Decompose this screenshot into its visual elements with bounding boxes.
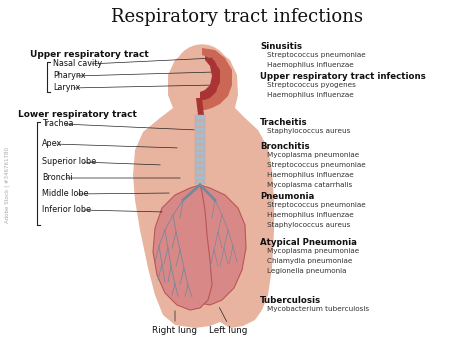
Text: Middle lobe: Middle lobe (42, 190, 89, 198)
Polygon shape (196, 98, 204, 115)
Text: Streptococcus pneumoniae: Streptococcus pneumoniae (267, 202, 366, 208)
Text: Streptococcus pneumoniae: Streptococcus pneumoniae (267, 162, 366, 168)
Text: Legionella pneumonia: Legionella pneumonia (267, 268, 346, 274)
Polygon shape (195, 181, 205, 184)
Text: Sinusitis: Sinusitis (260, 42, 302, 51)
Text: Mycobacterium tuberculosis: Mycobacterium tuberculosis (267, 306, 369, 312)
Polygon shape (195, 139, 205, 144)
Text: Staphylococcus aureus: Staphylococcus aureus (267, 222, 350, 228)
Polygon shape (200, 56, 220, 100)
Text: Mycoplasma pneumoniae: Mycoplasma pneumoniae (267, 248, 359, 254)
Polygon shape (195, 175, 205, 180)
Text: Apex: Apex (42, 140, 62, 148)
Text: Bronchitis: Bronchitis (260, 142, 310, 151)
Text: Streptococcus pneumoniae: Streptococcus pneumoniae (267, 52, 366, 58)
Text: Lower respiratory tract: Lower respiratory tract (18, 110, 137, 119)
Text: Respiratory tract infections: Respiratory tract infections (111, 8, 363, 26)
Polygon shape (195, 121, 205, 126)
Text: Upper respiratory tract infections: Upper respiratory tract infections (260, 72, 426, 81)
Text: Adobe Stock | #346761780: Adobe Stock | #346761780 (4, 147, 10, 223)
Text: Pharynx: Pharynx (53, 71, 86, 81)
Text: Haemophilus influenzae: Haemophilus influenzae (267, 212, 354, 218)
Polygon shape (195, 127, 205, 132)
Text: Right lung: Right lung (153, 326, 198, 335)
Polygon shape (195, 133, 205, 138)
Polygon shape (195, 151, 205, 156)
Polygon shape (195, 163, 205, 168)
Text: Tuberculosis: Tuberculosis (260, 296, 321, 305)
Text: Staphylococcus aureus: Staphylococcus aureus (267, 128, 350, 134)
Polygon shape (195, 157, 205, 162)
Polygon shape (195, 115, 205, 120)
Text: Mycoplasma pneumoniae: Mycoplasma pneumoniae (267, 152, 359, 158)
Polygon shape (187, 185, 246, 305)
Polygon shape (195, 169, 205, 174)
Text: Haemophilus influenzae: Haemophilus influenzae (267, 172, 354, 178)
Text: Trachea: Trachea (42, 120, 73, 129)
Polygon shape (133, 47, 274, 328)
Text: Bronchi: Bronchi (42, 174, 73, 182)
Text: Left lung: Left lung (209, 326, 247, 335)
Text: Nasal cavity: Nasal cavity (53, 60, 102, 69)
Text: Superior lobe: Superior lobe (42, 158, 96, 166)
Text: Pneumonia: Pneumonia (260, 192, 314, 201)
Text: Streptococcus pyogenes: Streptococcus pyogenes (267, 82, 356, 88)
Text: Tracheitis: Tracheitis (260, 118, 308, 127)
Text: Atypical Pneumonia: Atypical Pneumonia (260, 238, 357, 247)
Text: Mycoplasma catarrhalis: Mycoplasma catarrhalis (267, 182, 352, 188)
Polygon shape (153, 185, 212, 310)
Text: Haemophilus influenzae: Haemophilus influenzae (267, 62, 354, 68)
Polygon shape (195, 145, 205, 150)
Polygon shape (200, 48, 232, 110)
Text: Upper respiratory tract: Upper respiratory tract (30, 50, 149, 59)
Text: Inferior lobe: Inferior lobe (42, 206, 91, 214)
Text: Haemophilus influenzae: Haemophilus influenzae (267, 92, 354, 98)
Circle shape (175, 45, 229, 99)
Text: Larynx: Larynx (53, 83, 80, 93)
Text: Chlamydia pneumoniae: Chlamydia pneumoniae (267, 258, 352, 264)
